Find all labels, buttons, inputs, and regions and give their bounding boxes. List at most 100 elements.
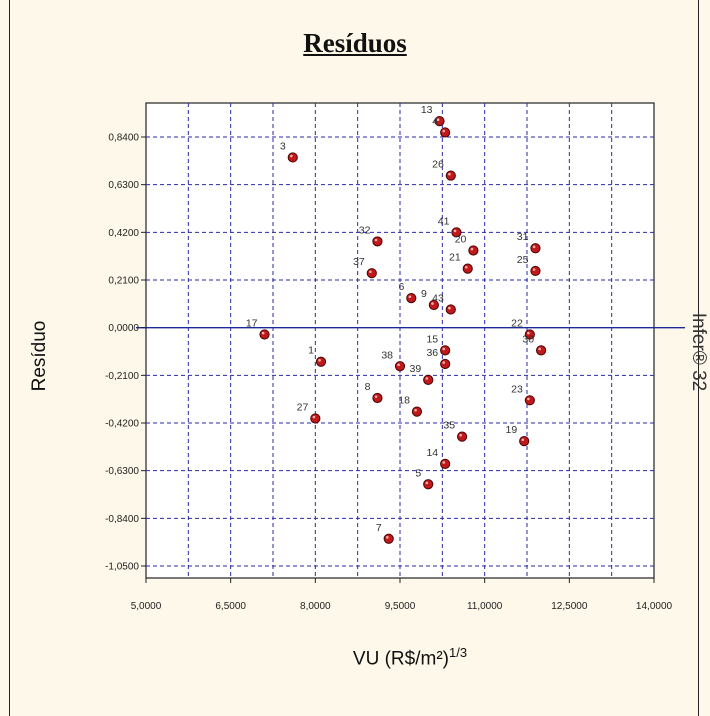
data-point-highlight [414, 408, 417, 412]
point-label: 25 [517, 254, 529, 266]
data-point [445, 170, 456, 181]
data-point-highlight [538, 347, 542, 351]
data-point-highlight [431, 302, 434, 305]
y-tick-label: -0,6300 [105, 466, 139, 477]
point-label: 39 [410, 363, 422, 375]
data-point-highlight [442, 361, 446, 364]
data-point-highlight [386, 536, 389, 539]
x-tick-label: 5,0000 [131, 601, 162, 612]
data-point [530, 265, 541, 277]
data-point-highlight [261, 331, 265, 335]
data-point-highlight [408, 295, 412, 299]
x-tick-label: 11,0000 [467, 601, 503, 612]
data-point [536, 345, 547, 356]
data-point-highlight [442, 129, 446, 133]
data-point-highlight [436, 118, 440, 122]
data-point [406, 293, 417, 304]
window-frame [9, 0, 699, 716]
point-label: 26 [432, 159, 444, 171]
data-point-highlight [532, 268, 536, 271]
point-label: 27 [297, 401, 309, 413]
point-label: 8 [365, 381, 371, 393]
data-point [310, 413, 321, 424]
point-label: 6 [398, 281, 404, 293]
data-point [440, 345, 451, 356]
data-point-highlight [318, 359, 321, 362]
data-point-highlight [532, 245, 536, 249]
data-point-highlight [453, 229, 457, 233]
x-tick-label: 9,5000 [385, 601, 416, 612]
point-label: 5 [415, 467, 421, 479]
point-label: 14 [426, 447, 438, 459]
data-point-highlight [448, 306, 451, 310]
point-label: 3 [280, 140, 286, 152]
data-point-highlight [442, 461, 446, 464]
x-axis-label-exponent: 1/3 [448, 645, 468, 660]
y-tick-label: 0,4200 [108, 228, 139, 239]
point-label: 18 [398, 395, 410, 407]
data-point [315, 356, 327, 367]
data-point [259, 329, 270, 340]
chart-title: Resíduos [303, 28, 407, 58]
data-point [462, 263, 473, 274]
data-point [366, 268, 377, 279]
point-label: 19 [505, 424, 517, 436]
y-tick-label: 0,6300 [108, 180, 139, 191]
data-point [519, 436, 530, 447]
data-point [394, 361, 406, 372]
y-tick-label: 0,8400 [108, 133, 139, 144]
data-point-highlight [290, 154, 293, 158]
data-point [524, 395, 535, 406]
point-label: 9 [421, 288, 427, 300]
point-label: 31 [517, 231, 529, 243]
data-point [468, 245, 479, 256]
data-point-highlight [442, 347, 446, 351]
point-label: 20 [455, 233, 467, 245]
point-label: 22 [511, 317, 523, 329]
y-tick-label: -0,8400 [105, 514, 139, 525]
point-label: 7 [376, 522, 382, 534]
x-tick-label: 14,0000 [636, 601, 673, 612]
data-point-highlight [397, 363, 400, 367]
x-tick-label: 8,0000 [300, 601, 331, 612]
data-point-highlight [369, 270, 372, 274]
point-label: 41 [438, 215, 450, 227]
data-point-highlight [465, 265, 468, 269]
data-point [440, 358, 451, 370]
y-tick-label: 0,2100 [108, 276, 139, 287]
point-label: 30 [522, 333, 534, 345]
point-label: 38 [381, 349, 393, 361]
point-label: 15 [426, 333, 438, 345]
data-point-highlight [527, 397, 530, 401]
x-axis-label-text: VU (R$/m²) [352, 648, 449, 670]
point-label: 21 [449, 252, 461, 264]
data-point-highlight [448, 172, 451, 176]
data-point [372, 392, 383, 404]
point-label: 17 [246, 317, 258, 329]
data-point-highlight [459, 433, 462, 437]
data-point-highlight [312, 415, 316, 419]
data-point-highlight [521, 438, 525, 442]
point-label: 43 [432, 293, 444, 305]
data-point [423, 374, 434, 385]
y-tick-label: -1,0500 [105, 562, 139, 573]
data-point [440, 127, 451, 138]
data-point [372, 236, 383, 247]
point-label: 4 [432, 115, 438, 127]
x-tick-label: 6,5000 [215, 601, 246, 612]
data-point [530, 243, 541, 254]
point-label: 36 [426, 347, 438, 359]
point-label: 13 [421, 104, 433, 116]
y-tick-label: 0,0000 [108, 323, 139, 334]
data-point [383, 533, 394, 544]
point-label: 23 [511, 383, 523, 395]
data-point-highlight [374, 395, 378, 398]
y-tick-label: -0,2100 [105, 371, 139, 382]
point-label: 1 [308, 345, 314, 357]
y-tick-label: -0,4200 [105, 419, 139, 430]
data-point [440, 458, 451, 469]
data-point-highlight [425, 481, 429, 485]
x-tick-label: 12,5000 [551, 601, 588, 612]
x-axis-label: VU (R$/m²)1/3 [0, 645, 710, 670]
